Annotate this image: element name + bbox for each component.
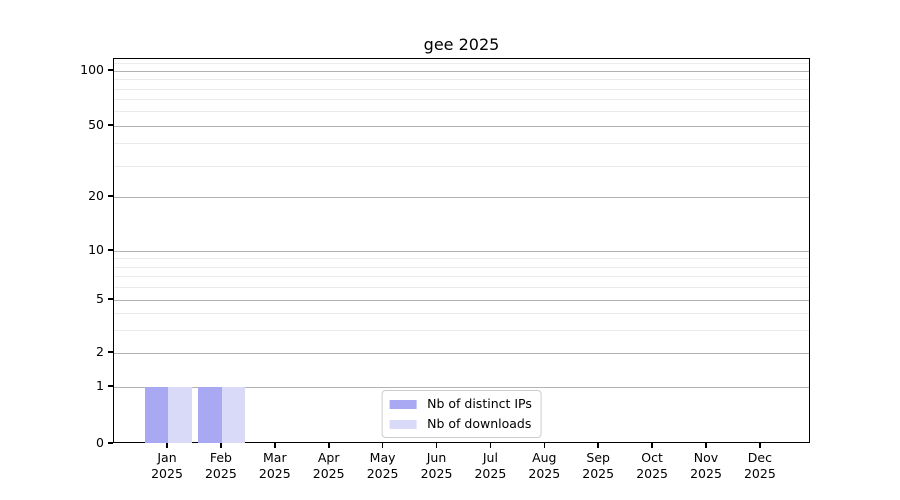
plot-area: Nb of distinct IPs Nb of downloads — [113, 58, 810, 443]
x-tick-label: Aug 2025 — [516, 450, 572, 482]
y-minor-gridline — [114, 266, 809, 268]
x-tick-year: 2025 — [258, 466, 291, 481]
x-tick-year: 2025 — [528, 466, 561, 481]
x-tick-mark — [597, 443, 599, 448]
x-tick-year: 2025 — [743, 466, 776, 481]
legend-swatch — [389, 399, 417, 409]
y-tick-label: 100 — [80, 62, 104, 77]
y-minor-gridline — [114, 62, 809, 64]
x-tick-year: 2025 — [204, 466, 237, 481]
y-minor-gridline — [114, 287, 809, 289]
x-tick-label: Mar 2025 — [247, 450, 303, 482]
x-tick-year: 2025 — [312, 466, 345, 481]
x-tick-mark — [651, 443, 653, 448]
y-tick-label: 2 — [96, 344, 104, 359]
x-tick-label: Dec 2025 — [732, 450, 788, 482]
x-tick-mark — [543, 443, 546, 448]
y-tick-mark — [108, 249, 113, 251]
y-minor-gridline — [114, 99, 809, 101]
y-tick-label: 1 — [96, 378, 104, 393]
y-minor-gridline — [114, 313, 809, 315]
y-major-gridline — [114, 71, 809, 72]
x-tick-month: Jun — [426, 450, 447, 465]
x-tick-mark — [274, 443, 276, 448]
legend-label: Nb of distinct IPs — [427, 396, 532, 411]
bar-downloads — [168, 387, 192, 443]
x-tick-month: Oct — [641, 450, 663, 465]
y-tick-label: 20 — [88, 188, 104, 203]
x-tick-month: Dec — [747, 450, 772, 465]
x-tick-year: 2025 — [690, 466, 722, 481]
x-tick-month: Sep — [586, 450, 610, 465]
y-tick-mark — [108, 385, 113, 387]
x-tick-label: Jul 2025 — [462, 450, 518, 482]
x-tick-mark — [705, 443, 707, 448]
y-tick-mark — [108, 442, 113, 444]
x-tick-year: 2025 — [636, 466, 668, 481]
x-tick-mark — [759, 443, 761, 448]
x-tick-mark — [166, 443, 168, 448]
x-tick-label: Jan 2025 — [139, 450, 195, 482]
x-tick-month: Nov — [693, 450, 719, 465]
x-tick-mark — [489, 443, 492, 448]
y-minor-gridline — [114, 79, 809, 81]
y-major-gridline — [114, 126, 809, 127]
x-tick-mark — [435, 443, 438, 448]
y-minor-gridline — [114, 276, 809, 278]
y-tick-mark — [108, 69, 113, 71]
y-tick-mark — [108, 351, 113, 353]
x-tick-year: 2025 — [366, 466, 399, 481]
x-tick-label: May 2025 — [355, 450, 411, 482]
x-tick-label: Nov 2025 — [678, 450, 734, 482]
legend-swatch — [389, 419, 417, 429]
y-tick-mark — [108, 195, 113, 197]
x-tick-mark — [328, 443, 330, 448]
x-tick-label: Sep 2025 — [570, 450, 626, 482]
y-major-gridline — [114, 251, 809, 252]
x-tick-month: Mar — [263, 450, 287, 465]
y-tick-label: 0 — [96, 435, 104, 450]
y-major-gridline — [114, 353, 809, 354]
legend-label: Nb of downloads — [427, 416, 532, 431]
y-minor-gridline — [114, 329, 809, 331]
x-tick-mark — [220, 443, 222, 448]
x-tick-month: May — [369, 450, 396, 465]
y-minor-gridline — [114, 165, 809, 167]
legend-entry: Nb of downloads — [389, 417, 532, 431]
bar-downloads — [221, 387, 246, 443]
x-tick-label: Apr 2025 — [301, 450, 357, 482]
x-tick-mark — [381, 443, 384, 448]
x-tick-label: Jun 2025 — [409, 450, 465, 482]
y-minor-gridline — [114, 258, 809, 260]
x-tick-month: Jan — [157, 450, 177, 465]
x-tick-year: 2025 — [474, 466, 507, 481]
x-tick-month: Jul — [482, 450, 498, 465]
bar-distinct-ips — [198, 387, 222, 443]
y-major-gridline — [114, 300, 809, 301]
y-minor-gridline — [114, 88, 809, 90]
x-tick-label: Feb 2025 — [193, 450, 249, 482]
bar-distinct-ips — [144, 387, 168, 443]
chart-title: gee 2025 — [423, 35, 500, 54]
y-tick-mark — [108, 298, 113, 300]
y-major-gridline — [114, 387, 809, 388]
y-tick-mark — [108, 124, 113, 126]
x-tick-label: Oct 2025 — [624, 450, 680, 482]
x-tick-month: Apr — [317, 450, 340, 465]
y-minor-gridline — [114, 111, 809, 113]
y-tick-label: 50 — [88, 117, 104, 132]
x-tick-month: Aug — [532, 450, 557, 465]
y-major-gridline — [114, 197, 809, 198]
legend: Nb of distinct IPs Nb of downloads — [381, 390, 542, 438]
x-tick-year: 2025 — [420, 466, 453, 481]
y-tick-label: 10 — [88, 242, 104, 257]
x-tick-month: Feb — [209, 450, 232, 465]
x-tick-year: 2025 — [151, 466, 183, 481]
y-minor-gridline — [114, 143, 809, 145]
legend-entry: Nb of distinct IPs — [389, 397, 532, 411]
x-tick-year: 2025 — [582, 466, 615, 481]
y-tick-label: 5 — [96, 291, 104, 306]
